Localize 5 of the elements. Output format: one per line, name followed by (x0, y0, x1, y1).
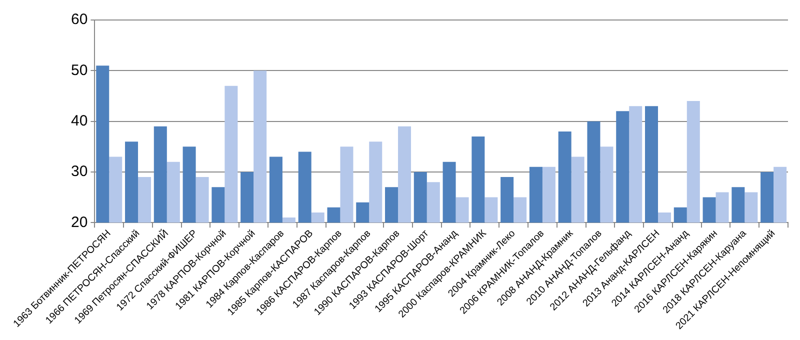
y-tick-label: 60 (70, 11, 88, 28)
y-tick-label: 20 (70, 214, 88, 231)
y-tick-label: 30 (70, 163, 88, 180)
y-tick-label: 40 (70, 112, 88, 130)
y-tick-label: 50 (70, 62, 88, 79)
